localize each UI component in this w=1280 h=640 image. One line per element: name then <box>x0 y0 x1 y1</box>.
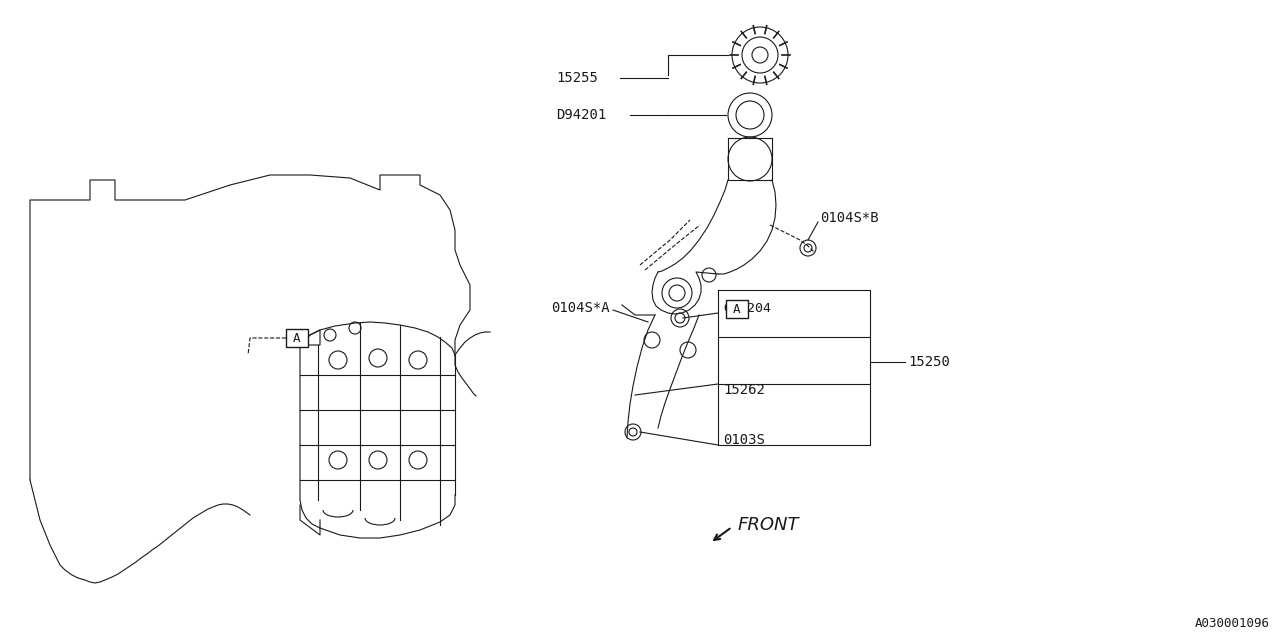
Text: 0104S*B: 0104S*B <box>820 211 878 225</box>
FancyBboxPatch shape <box>285 329 308 347</box>
FancyBboxPatch shape <box>726 300 748 318</box>
Text: 15250: 15250 <box>908 355 950 369</box>
Text: A030001096: A030001096 <box>1196 617 1270 630</box>
Text: D94201: D94201 <box>556 108 607 122</box>
Text: G92204: G92204 <box>723 301 771 314</box>
Text: A: A <box>293 332 301 344</box>
Text: 0103S: 0103S <box>723 433 765 447</box>
Text: 0104S*A: 0104S*A <box>552 301 611 315</box>
Text: A: A <box>733 303 741 316</box>
Text: 15255: 15255 <box>556 71 598 85</box>
Text: FRONT: FRONT <box>739 516 800 534</box>
Text: 15262: 15262 <box>723 383 765 397</box>
